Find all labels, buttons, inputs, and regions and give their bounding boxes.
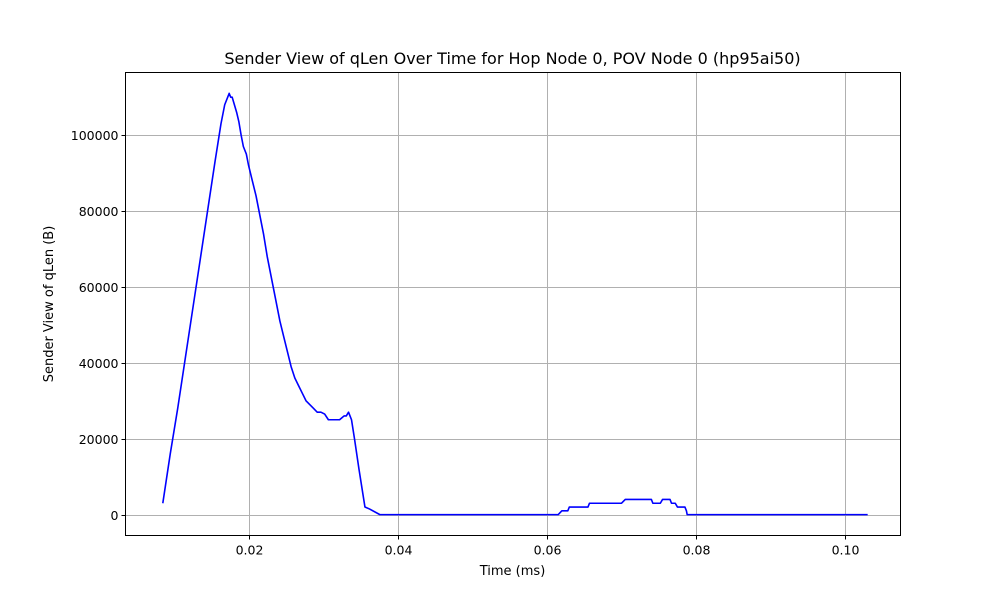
grid-lines: [125, 72, 901, 536]
x-axis-label: Time (ms): [479, 564, 546, 579]
y-tick-label: 40000: [79, 356, 119, 371]
y-axis-ticks: 0 20000 40000 60000 80000 100000: [71, 128, 126, 523]
x-axis-ticks: 0.02 0.04 0.06 0.08 0.10: [236, 535, 860, 558]
series-line: [162, 92, 868, 516]
x-tick-label: 0.02: [236, 543, 264, 558]
y-tick-label: 60000: [79, 280, 119, 295]
x-tick-label: 0.04: [385, 543, 413, 558]
y-tick-label: 20000: [79, 432, 119, 447]
x-tick-label: 0.10: [832, 543, 860, 558]
series-layer: [162, 92, 868, 516]
x-tick-label: 0.08: [683, 543, 711, 558]
y-tick-label: 80000: [79, 204, 119, 219]
y-tick-label: 0: [111, 508, 119, 523]
x-tick-label: 0.06: [534, 543, 562, 558]
plot-area-frame: [125, 72, 901, 536]
chart-title: Sender View of qLen Over Time for Hop No…: [224, 49, 800, 68]
y-tick-label: 100000: [71, 128, 119, 143]
y-axis-label: Sender View of qLen (B): [42, 226, 57, 383]
